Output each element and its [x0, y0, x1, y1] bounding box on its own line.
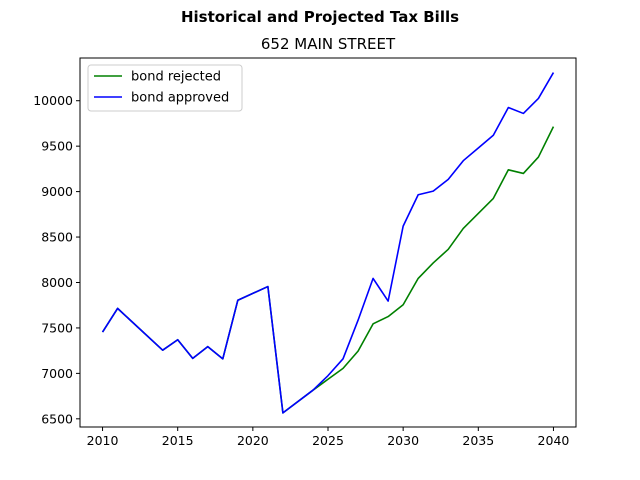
legend-label: bond rejected	[131, 70, 221, 85]
data-point	[447, 178, 449, 180]
data-point	[372, 277, 374, 279]
y-tick-label: 10000	[33, 93, 73, 108]
data-point	[402, 225, 404, 227]
data-point	[492, 134, 494, 136]
data-point	[312, 389, 314, 391]
data-point	[101, 331, 103, 333]
plot-lines	[101, 71, 555, 414]
data-point	[507, 169, 509, 171]
data-point	[432, 190, 434, 192]
data-point	[222, 358, 224, 360]
data-point	[477, 212, 479, 214]
data-point	[342, 358, 344, 360]
chart-title: 652 MAIN STREET	[261, 35, 396, 53]
x-tick-label: 2025	[312, 433, 344, 448]
x-axis: 2010 2015 2020 2025 2030 2035 2040	[87, 427, 570, 448]
data-point	[462, 160, 464, 162]
data-point	[537, 97, 539, 99]
y-tick-label: 9500	[41, 139, 73, 154]
x-tick-label: 2035	[462, 433, 494, 448]
y-axis: 6500 7000 7500 8000 8500 9000 9500 10000	[33, 93, 80, 426]
data-point	[387, 315, 389, 317]
chart-suptitle: Historical and Projected Tax Bills	[181, 8, 459, 26]
x-tick-label: 2030	[387, 433, 419, 448]
y-tick-label: 6500	[41, 411, 73, 426]
legend-label: bond approved	[131, 91, 229, 106]
data-point	[417, 194, 419, 196]
data-point	[161, 349, 163, 351]
data-point	[357, 350, 359, 352]
data-point	[176, 339, 178, 341]
y-tick-label: 9000	[41, 184, 73, 199]
data-point	[237, 299, 239, 301]
data-point	[267, 285, 269, 287]
data-point	[357, 319, 359, 321]
data-point	[116, 307, 118, 309]
legend-box	[87, 64, 243, 112]
y-tick-label: 7000	[41, 366, 73, 381]
data-point	[507, 106, 509, 108]
plot-frame	[79, 57, 577, 428]
data-point	[327, 378, 329, 380]
data-point	[492, 197, 494, 199]
data-point	[417, 277, 419, 279]
series-line-1	[101, 72, 555, 414]
data-point	[372, 323, 374, 325]
y-tick-label: 8500	[41, 230, 73, 245]
data-point	[282, 412, 284, 414]
x-tick-label: 2015	[162, 433, 194, 448]
data-point	[477, 147, 479, 149]
data-point	[552, 125, 554, 127]
data-point	[552, 71, 554, 73]
data-point	[402, 304, 404, 306]
legend: bond rejected bond approved	[87, 64, 243, 112]
data-point	[447, 248, 449, 250]
y-tick-label: 7500	[41, 320, 73, 335]
x-tick-label: 2040	[538, 433, 570, 448]
data-point	[432, 262, 434, 264]
data-point	[522, 172, 524, 174]
data-point	[342, 367, 344, 369]
data-point	[462, 227, 464, 229]
x-tick-label: 2010	[87, 433, 119, 448]
data-point	[327, 374, 329, 376]
series-line-0	[101, 126, 555, 414]
data-point	[537, 156, 539, 158]
data-point	[387, 300, 389, 302]
data-point	[522, 112, 524, 114]
data-point	[207, 345, 209, 347]
x-tick-label: 2020	[237, 433, 269, 448]
y-tick-label: 8000	[41, 275, 73, 290]
data-point	[192, 357, 194, 359]
